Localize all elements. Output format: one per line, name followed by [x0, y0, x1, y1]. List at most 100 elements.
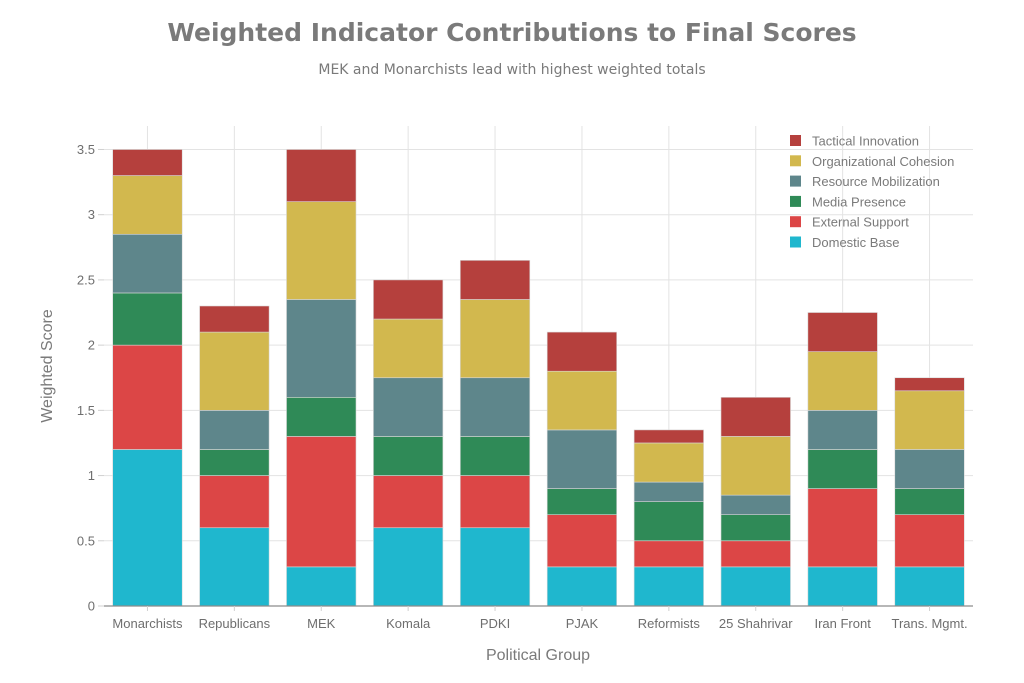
- bar-segment: [112, 149, 183, 176]
- bar-segment: [546, 370, 618, 431]
- x-tick-label: PDKI: [480, 616, 510, 631]
- bar-segment: [720, 436, 791, 496]
- bar-segment: [546, 514, 618, 568]
- bar-segment: [807, 488, 878, 568]
- bar-segment: [459, 377, 531, 437]
- y-axis-title: Weighted Score: [39, 309, 56, 423]
- legend-swatch: [790, 175, 801, 187]
- y-tick-label: 1.5: [77, 403, 95, 418]
- bar-segment: [373, 318, 444, 379]
- bar-segment: [807, 312, 878, 352]
- bar-segment: [546, 429, 618, 489]
- bar-segment: [894, 566, 965, 607]
- bar-stack: [807, 312, 878, 607]
- bar-segment: [720, 514, 791, 542]
- bar-segment: [459, 299, 531, 379]
- x-tick-label: Republicans: [199, 616, 271, 631]
- legend-swatch: [790, 236, 801, 248]
- bar-stack: [199, 305, 270, 607]
- bar-segment: [199, 527, 270, 607]
- axes: [98, 148, 973, 611]
- legend-swatch: [790, 135, 801, 146]
- legend-label: Domestic Base: [812, 235, 899, 250]
- bar-segment: [720, 397, 791, 437]
- bar-segment: [286, 299, 357, 398]
- bar-segment: [373, 475, 444, 529]
- chart-subtitle: MEK and Monarchists lead with highest we…: [318, 62, 706, 78]
- bar-stack: [720, 397, 791, 607]
- y-tick-label: 0.5: [77, 533, 95, 548]
- y-tick-label: 3.5: [77, 142, 95, 157]
- x-tick-label: Komala: [386, 616, 431, 631]
- legend-swatch: [790, 195, 801, 207]
- bar-stack: [373, 279, 444, 607]
- bar-segment: [633, 540, 704, 568]
- legend-item: External Support: [790, 215, 909, 230]
- bar-segment: [199, 449, 270, 476]
- legend-label: Organizational Cohesion: [812, 154, 954, 169]
- legend: Tactical Innovation Organizational Cohesi…: [790, 134, 954, 250]
- bar-stack: [286, 149, 357, 607]
- bar-segment: [894, 377, 965, 392]
- legend-item: Domestic Base: [790, 235, 899, 250]
- bar-segment: [199, 305, 270, 333]
- y-tick-labels: 0 0.5 1 1.5 2 2.5 3 3.5: [77, 142, 95, 614]
- legend-label: External Support: [812, 215, 909, 230]
- legend-item: Organizational Cohesion: [790, 154, 954, 169]
- bar-segment: [112, 449, 183, 607]
- bar-segment: [633, 481, 704, 502]
- bar-segment: [286, 149, 357, 202]
- x-tick-label: PJAK: [566, 616, 599, 631]
- bar-segment: [459, 436, 531, 476]
- bar-segment: [633, 501, 704, 542]
- y-tick-label: 2: [88, 338, 95, 353]
- bar-segment: [633, 429, 704, 444]
- bar-segment: [286, 397, 357, 437]
- bar-segment: [286, 201, 357, 300]
- bar-segment: [720, 540, 791, 568]
- legend-item: Tactical Innovation: [790, 134, 919, 149]
- y-tick-label: 3: [88, 207, 95, 222]
- bar-segment: [112, 344, 183, 450]
- legend-item: Resource Mobilization: [790, 174, 940, 189]
- bar-stack: [546, 331, 618, 607]
- bar-segment: [199, 331, 270, 411]
- bar-segment: [373, 436, 444, 476]
- bar-segment: [199, 475, 270, 529]
- bar-segment: [546, 566, 618, 607]
- bar-segment: [807, 449, 878, 489]
- bar-segment: [633, 442, 704, 483]
- bar-segment: [286, 436, 357, 568]
- bar-segment: [894, 514, 965, 568]
- legend-label: Media Presence: [812, 194, 906, 209]
- bar-stack: [112, 149, 183, 607]
- y-tick-label: 1: [88, 468, 95, 483]
- bar-segment: [112, 233, 183, 294]
- bar-segment: [112, 175, 183, 235]
- bar-segment: [807, 410, 878, 450]
- x-tick-label: MEK: [307, 616, 336, 631]
- bar-segment: [546, 331, 618, 372]
- y-tick-label: 2.5: [77, 272, 95, 287]
- x-tick-labels: Monarchists Republicans MEK Komala PDKI PJAK R…: [112, 616, 967, 631]
- x-tick-label: Reformists: [638, 616, 701, 631]
- bar-segment: [459, 475, 531, 529]
- bar-segment: [459, 260, 531, 300]
- bar-segment: [807, 566, 878, 607]
- bar-segment: [720, 566, 791, 607]
- bar-segment: [894, 449, 965, 489]
- bar-stack: [894, 377, 965, 607]
- bar-segment: [807, 351, 878, 411]
- bar-segment: [373, 279, 444, 320]
- x-tick-label: Trans. Mgmt.: [892, 616, 968, 631]
- x-tick-label: Iran Front: [814, 616, 871, 631]
- bar-segment: [373, 377, 444, 437]
- bar-segment: [199, 410, 270, 450]
- bar-segment: [286, 566, 357, 607]
- bar-segment: [633, 566, 704, 607]
- legend-label: Tactical Innovation: [812, 134, 919, 149]
- bar-segment: [112, 292, 183, 346]
- y-tick-label: 0: [88, 599, 95, 614]
- legend-label: Resource Mobilization: [812, 174, 940, 189]
